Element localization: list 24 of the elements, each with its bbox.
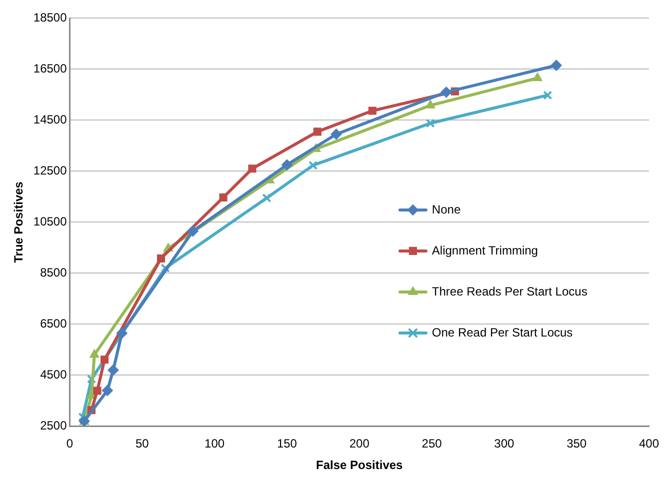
- x-tick-label: 0: [66, 436, 74, 451]
- legend-label: Three Reads Per Start Locus: [432, 284, 588, 298]
- x-tick-label: 100: [204, 436, 225, 451]
- y-tick-label: 16500: [33, 62, 68, 76]
- y-axis-title: True Positives: [12, 181, 26, 263]
- x-tick-label: 300: [494, 436, 515, 451]
- legend-label: None: [432, 202, 461, 216]
- legend-label: One Read Per Start Locus: [432, 325, 573, 340]
- legend-label: Alignment Trimming: [432, 243, 538, 258]
- y-tick-label: 8500: [40, 266, 68, 280]
- y-tick-label: 2500: [40, 418, 68, 433]
- x-tick-label: 150: [276, 436, 298, 451]
- y-tick-label: 12500: [33, 164, 68, 178]
- x-tick-label: 200: [349, 436, 370, 451]
- y-tick-label: 18500: [33, 10, 68, 25]
- x-tick-label: 350: [566, 436, 587, 451]
- x-tick-label: 250: [422, 436, 442, 451]
- y-tick-label: 4500: [40, 368, 68, 382]
- x-axis-title: False Positives: [316, 458, 404, 472]
- x-tick-label: 50: [135, 436, 150, 451]
- y-tick-label: 6500: [40, 316, 68, 331]
- x-tick-label: 400: [638, 436, 660, 451]
- y-tick-label: 14500: [33, 112, 68, 127]
- y-tick-label: 10500: [33, 214, 68, 229]
